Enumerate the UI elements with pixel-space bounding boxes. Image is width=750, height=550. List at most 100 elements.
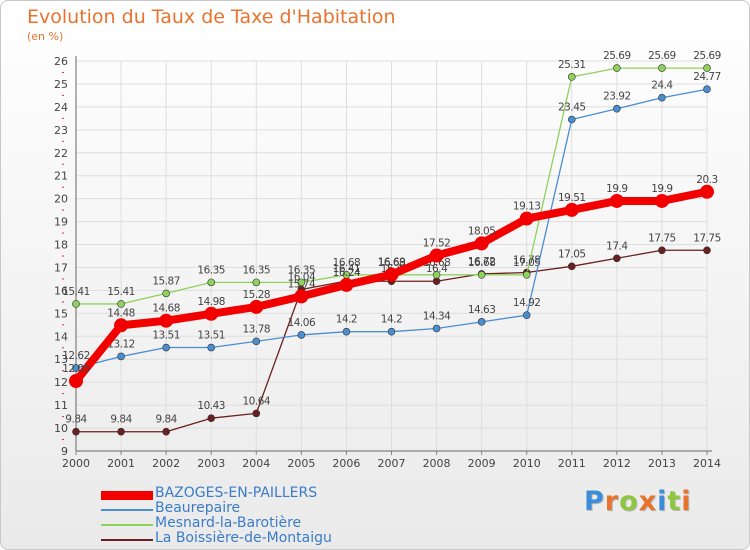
y-tick-label: 19 — [54, 216, 68, 229]
y-tick-label: 20 — [54, 193, 68, 206]
data-point-beaurepaire — [432, 324, 441, 333]
y-tick-label: 18 — [54, 239, 68, 252]
data-label-mesnard-la-barotiere: 16.68 — [468, 257, 496, 269]
data-label-bazoges-en-paillers: 16.24 — [333, 267, 361, 279]
data-label-beaurepaire: 14.34 — [423, 310, 451, 322]
data-label-la-boissiere-de-montaigu: 16.41 — [333, 263, 361, 275]
data-label-beaurepaire: 23.92 — [603, 91, 631, 103]
data-point-mesnard-la-barotiere — [252, 278, 261, 287]
data-point-beaurepaire — [117, 352, 125, 361]
data-point-bazoges-en-paillers — [249, 299, 264, 314]
data-label-beaurepaire: 13.78 — [243, 323, 271, 335]
data-label-bazoges-en-paillers: 18.05 — [468, 225, 496, 237]
data-label-bazoges-en-paillers: 15.28 — [243, 289, 271, 301]
data-label-bazoges-en-paillers: 20.3 — [696, 174, 717, 186]
legend-swatch-mesnard — [101, 523, 153, 526]
data-point-mesnard-la-barotiere — [162, 289, 170, 298]
y-tick-label: 22 — [54, 147, 68, 160]
legend-label-boissiere: La Boissière-de-Montaigu — [155, 530, 332, 546]
data-label-beaurepaire: 14.2 — [381, 314, 402, 326]
data-label-mesnard-la-barotiere: 25.69 — [693, 50, 721, 62]
x-tick-label: 2008 — [423, 457, 451, 470]
data-label-la-boissiere-de-montaigu: 17.75 — [648, 232, 676, 244]
data-point-mesnard-la-barotiere — [432, 271, 441, 279]
chart-title: Evolution du Taux de Taxe d'Habitation — [27, 6, 396, 28]
y-tick-label: 23 — [54, 124, 68, 137]
data-point-beaurepaire — [297, 331, 306, 339]
y-tick-label: 12 — [54, 376, 68, 389]
data-label-la-boissiere-de-montaigu: 9.84 — [65, 414, 87, 426]
x-tick-label: 2007 — [378, 457, 406, 470]
x-tick-label: 2014 — [693, 457, 721, 470]
data-point-bazoges-en-paillers — [159, 313, 174, 328]
data-label-la-boissiere-de-montaigu: 17.4 — [606, 240, 628, 252]
y-tick-label: 14 — [54, 330, 68, 343]
x-tick-label: 2011 — [558, 457, 586, 470]
legend-swatch-boissiere — [101, 538, 153, 541]
data-label-mesnard-la-barotiere: 16.68 — [378, 257, 406, 269]
data-label-mesnard-la-barotiere: 16.35 — [197, 264, 225, 276]
data-point-bazoges-en-paillers — [474, 236, 489, 251]
data-point-beaurepaire — [477, 318, 486, 326]
y-tick-label: 11 — [54, 399, 68, 412]
data-label-mesnard-la-barotiere: 16.35 — [288, 264, 316, 276]
data-point-mesnard-la-barotiere — [522, 271, 531, 279]
data-label-la-boissiere-de-montaigu: 16.72 — [468, 256, 496, 268]
data-point-la-boissiere-de-montaigu — [117, 427, 125, 436]
data-label-la-boissiere-de-montaigu: 17.75 — [693, 232, 721, 244]
data-point-mesnard-la-barotiere — [297, 278, 306, 287]
y-tick-label: 10 — [54, 422, 68, 435]
data-label-beaurepaire: 14.63 — [468, 304, 496, 316]
data-point-beaurepaire — [522, 311, 531, 319]
unit-label: (en %) — [27, 30, 64, 43]
data-point-bazoges-en-paillers — [114, 318, 129, 333]
data-label-bazoges-en-paillers: 12.05 — [62, 363, 90, 375]
data-label-beaurepaire: 14.2 — [336, 314, 357, 326]
data-label-beaurepaire: 13.51 — [197, 330, 225, 342]
data-point-la-boissiere-de-montaigu — [432, 277, 441, 286]
data-point-bazoges-en-paillers — [204, 306, 219, 321]
data-point-mesnard-la-barotiere — [703, 64, 711, 72]
data-label-mesnard-la-barotiere: 15.41 — [62, 286, 90, 298]
data-label-beaurepaire: 24.77 — [693, 71, 721, 83]
data-label-mesnard-la-barotiere: 25.69 — [603, 50, 631, 62]
data-point-mesnard-la-barotiere — [567, 73, 576, 81]
data-point-bazoges-en-paillers — [700, 184, 714, 199]
data-label-bazoges-en-paillers: 17.52 — [423, 238, 451, 250]
data-point-la-boissiere-de-montaigu — [162, 427, 170, 436]
x-tick-label: 2000 — [62, 457, 90, 470]
data-label-mesnard-la-barotiere: 16.68 — [333, 257, 361, 269]
data-point-beaurepaire — [703, 85, 711, 94]
data-label-beaurepaire: 13.12 — [107, 338, 135, 350]
data-label-beaurepaire: 12.62 — [62, 350, 90, 362]
data-label-beaurepaire: 14.92 — [513, 297, 541, 309]
data-point-mesnard-la-barotiere — [117, 300, 125, 308]
data-point-bazoges-en-paillers — [519, 211, 534, 226]
data-label-bazoges-en-paillers: 14.98 — [197, 296, 225, 308]
data-point-bazoges-en-paillers — [564, 202, 579, 217]
data-point-bazoges-en-paillers — [294, 289, 309, 304]
data-label-mesnard-la-barotiere: 15.87 — [152, 275, 180, 287]
data-label-beaurepaire: 14.06 — [288, 317, 316, 329]
data-point-mesnard-la-barotiere — [207, 278, 216, 287]
data-point-la-boissiere-de-montaigu — [567, 262, 576, 271]
x-tick-label: 2003 — [197, 457, 225, 470]
legend-label-beaurepaire: Beaurepaire — [155, 500, 241, 516]
data-label-bazoges-en-paillers: 15.74 — [288, 278, 316, 290]
data-point-beaurepaire — [72, 364, 80, 372]
data-point-bazoges-en-paillers — [69, 374, 83, 389]
data-point-beaurepaire — [387, 327, 396, 336]
data-label-bazoges-en-paillers: 16.69 — [378, 257, 406, 269]
data-label-la-boissiere-de-montaigu: 10.43 — [197, 400, 225, 412]
data-label-bazoges-en-paillers: 19.9 — [606, 183, 627, 195]
legend-swatch-beaurepaire — [101, 508, 153, 511]
data-point-la-boissiere-de-montaigu — [703, 246, 711, 255]
x-tick-label: 2001 — [107, 457, 135, 470]
data-label-la-boissiere-de-montaigu: 9.84 — [155, 414, 177, 426]
data-label-bazoges-en-paillers: 19.9 — [651, 183, 672, 195]
data-label-mesnard-la-barotiere: 25.31 — [558, 59, 586, 71]
data-point-la-boissiere-de-montaigu — [252, 409, 261, 418]
data-point-bazoges-en-paillers — [609, 193, 624, 208]
data-point-beaurepaire — [658, 93, 666, 102]
